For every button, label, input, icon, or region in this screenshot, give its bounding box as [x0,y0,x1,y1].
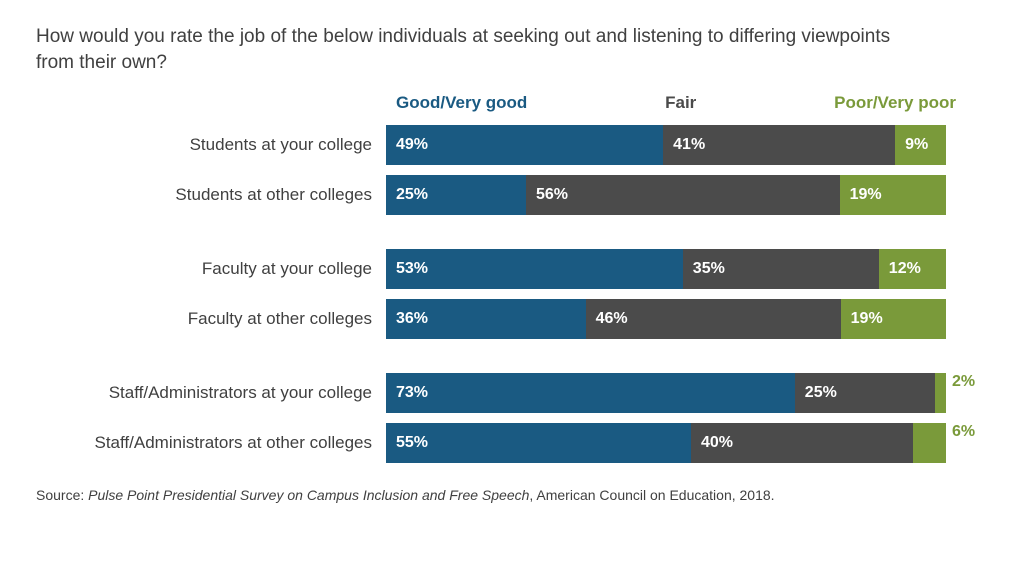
legend-good: Good/Very good [396,93,527,113]
legend: Good/Very good Fair Poor/Very poor [396,93,956,113]
value-label: 55% [396,434,428,452]
value-label: 25% [805,384,837,402]
value-label: 12% [889,260,921,278]
value-label: 40% [701,434,733,452]
stacked-bar: 53% 35% 12% [386,249,946,289]
segment-poor: 19% [841,299,946,339]
value-label-outside: 2% [952,373,975,391]
row-label: Students at other colleges [36,185,386,205]
bar-row: Students at your college 49% 41% 9% [36,125,988,165]
bar-group: Staff/Administrators at your college 73% 2… [36,373,988,463]
bar-groups: Students at your college49%41%9%Students… [36,125,988,477]
segment-poor: 19% [840,175,946,215]
value-label-outside: 6% [952,423,975,441]
row-label: Students at your college [36,135,386,155]
segment-good: 73% [386,373,795,413]
segment-fair: 40% [691,423,913,463]
segment-good: 36% [386,299,586,339]
value-label: 41% [673,136,705,154]
segment-fair: 25% [795,373,935,413]
row-label: Faculty at other colleges [36,309,386,329]
segment-fair: 41% [663,125,895,165]
value-label: 36% [396,310,428,328]
value-label: 25% [396,186,428,204]
value-label: 19% [851,310,883,328]
source-italic: Pulse Point Presidential Survey on Campu… [88,487,529,503]
segment-poor: 12% [879,249,946,289]
source-prefix: Source: [36,487,88,503]
segment-good: 25% [386,175,526,215]
stacked-bar: 36% 46% 19% [386,299,946,339]
row-label: Staff/Administrators at your college [36,383,386,403]
segment-good: 53% [386,249,683,289]
legend-fair: Fair [665,93,696,113]
value-label: 53% [396,260,428,278]
bar-group: Students at your college49%41%9%Students… [36,125,988,215]
segment-fair: 56% [526,175,840,215]
source-suffix: , American Council on Education, 2018. [529,487,774,503]
segment-fair: 46% [586,299,841,339]
segment-poor [913,423,946,463]
stacked-bar: 73%25%2% [386,373,946,413]
value-label: 9% [905,136,928,154]
stacked-bar: 55%40%6% [386,423,946,463]
row-label: Faculty at your college [36,259,386,279]
chart-container: Good/Very good Fair Poor/Very poor Stude… [36,93,988,477]
value-label: 73% [396,384,428,402]
bar-row: Faculty at your college 53% 35% 12% [36,249,988,289]
segment-poor [935,373,946,413]
bar-group: Faculty at your college53%35%12%Faculty … [36,249,988,339]
stacked-bar: 49% 41% 9% [386,125,946,165]
bar-row: Students at other colleges 25% 56% 19% [36,175,988,215]
segment-good: 49% [386,125,663,165]
segment-poor: 9% [895,125,946,165]
value-label: 56% [536,186,568,204]
value-label: 35% [693,260,725,278]
row-label: Staff/Administrators at other colleges [36,433,386,453]
value-label: 19% [850,186,882,204]
source-citation: Source: Pulse Point Presidential Survey … [36,487,988,503]
bar-row: Staff/Administrators at your college 73% 2… [36,373,988,413]
segment-good: 55% [386,423,691,463]
bar-row: Staff/Administrators at other colleges 55… [36,423,988,463]
chart-title: How would you rate the job of the below … [36,24,896,75]
value-label: 49% [396,136,428,154]
segment-fair: 35% [683,249,879,289]
legend-poor: Poor/Very poor [834,93,956,113]
value-label: 46% [596,310,628,328]
bar-row: Faculty at other colleges 36% 46% 19% [36,299,988,339]
stacked-bar: 25% 56% 19% [386,175,946,215]
